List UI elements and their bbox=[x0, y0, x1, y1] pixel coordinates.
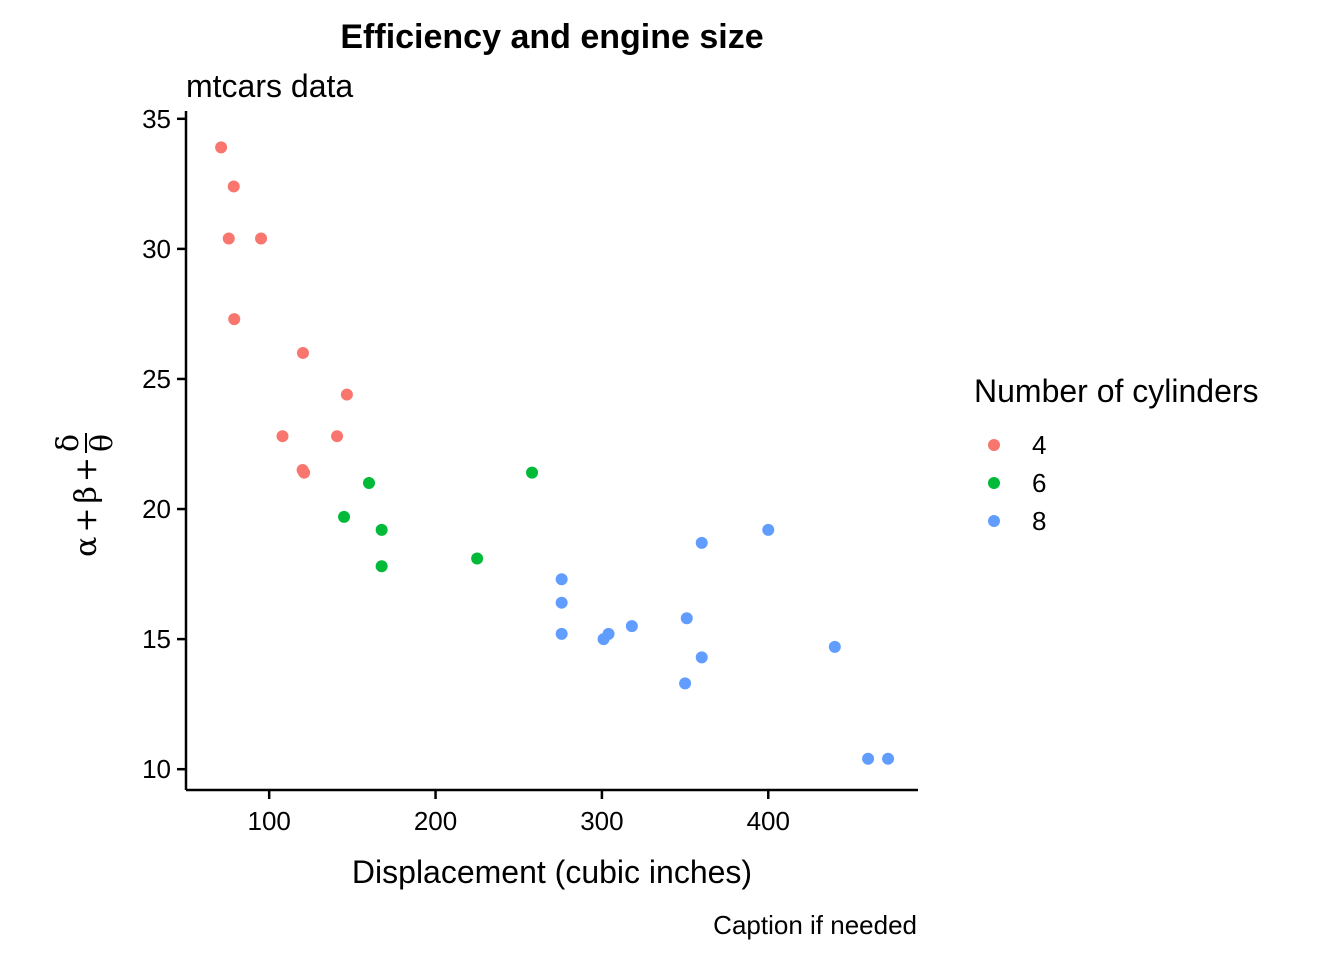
legend-label-8: 8 bbox=[1032, 506, 1046, 536]
legend-items: 4 6 8 bbox=[988, 430, 1046, 536]
data-point-cyl-8 bbox=[602, 627, 615, 640]
data-point-cyl-6 bbox=[526, 466, 539, 479]
data-point-cyl-8 bbox=[625, 620, 638, 633]
chart-title: Efficiency and engine size bbox=[340, 18, 763, 56]
data-points bbox=[215, 141, 895, 765]
y-label-theta: θ bbox=[85, 434, 120, 452]
data-point-cyl-8 bbox=[680, 612, 693, 625]
y-tick-label: 30 bbox=[142, 234, 171, 264]
x-tick-label: 400 bbox=[747, 806, 790, 836]
data-point-cyl-4 bbox=[331, 430, 344, 443]
chart-caption: Caption if needed bbox=[713, 910, 917, 940]
y-tick-label: 25 bbox=[142, 364, 171, 394]
data-point-cyl-8 bbox=[862, 752, 875, 765]
x-tick-label: 100 bbox=[247, 806, 290, 836]
axes bbox=[184, 111, 918, 792]
y-label-plus-2: + bbox=[69, 457, 104, 482]
y-tick-label: 15 bbox=[142, 624, 171, 654]
chart-subtitle: mtcars data bbox=[186, 68, 353, 104]
y-tick-label: 10 bbox=[142, 754, 171, 784]
y-tick-label: 35 bbox=[142, 104, 171, 134]
data-point-cyl-8 bbox=[555, 596, 568, 609]
data-point-cyl-8 bbox=[695, 536, 708, 549]
y-axis-ticks: 10 15 20 25 30 35 bbox=[142, 104, 186, 784]
y-label-delta: δ bbox=[51, 434, 86, 452]
data-point-cyl-6 bbox=[471, 552, 484, 565]
y-label-beta: β bbox=[69, 486, 104, 503]
legend-title: Number of cylinders bbox=[974, 373, 1259, 409]
data-point-cyl-4 bbox=[228, 313, 241, 326]
data-point-cyl-6 bbox=[375, 523, 388, 536]
data-point-cyl-8 bbox=[762, 523, 775, 536]
x-tick-label: 300 bbox=[580, 806, 623, 836]
data-point-cyl-8 bbox=[882, 752, 895, 765]
data-point-cyl-4 bbox=[227, 180, 240, 193]
data-point-cyl-8 bbox=[695, 651, 708, 664]
y-label-plus-1: + bbox=[69, 507, 104, 532]
data-point-cyl-8 bbox=[679, 677, 692, 690]
svg-text:α+β+: α + β + bbox=[69, 457, 104, 557]
x-axis-ticks: 100 200 300 400 bbox=[247, 790, 790, 836]
data-point-cyl-8 bbox=[555, 573, 568, 586]
data-point-cyl-4 bbox=[276, 430, 289, 443]
data-point-cyl-8 bbox=[828, 640, 841, 653]
legend: Number of cylinders 4 6 8 bbox=[974, 373, 1259, 536]
data-point-cyl-6 bbox=[363, 477, 375, 490]
legend-key-6 bbox=[988, 477, 1000, 489]
legend-key-8 bbox=[988, 515, 1000, 527]
data-point-cyl-4 bbox=[296, 346, 309, 359]
legend-label-4: 4 bbox=[1032, 430, 1046, 460]
data-point-cyl-6 bbox=[375, 560, 388, 573]
data-point-cyl-4 bbox=[215, 141, 228, 154]
x-tick-label: 200 bbox=[414, 806, 457, 836]
data-point-cyl-4 bbox=[298, 466, 311, 479]
legend-label-6: 6 bbox=[1032, 468, 1046, 498]
data-point-cyl-6 bbox=[338, 510, 351, 523]
y-axis-title: α + β + δ θ bbox=[51, 433, 120, 557]
data-point-cyl-4 bbox=[255, 232, 268, 245]
data-point-cyl-4 bbox=[340, 388, 353, 401]
legend-key-4 bbox=[988, 439, 1000, 451]
y-label-alpha: α bbox=[69, 537, 104, 557]
x-axis-title: Displacement (cubic inches) bbox=[352, 854, 752, 890]
y-tick-label: 20 bbox=[142, 494, 171, 524]
data-point-cyl-8 bbox=[555, 627, 568, 640]
data-point-cyl-4 bbox=[222, 232, 235, 245]
